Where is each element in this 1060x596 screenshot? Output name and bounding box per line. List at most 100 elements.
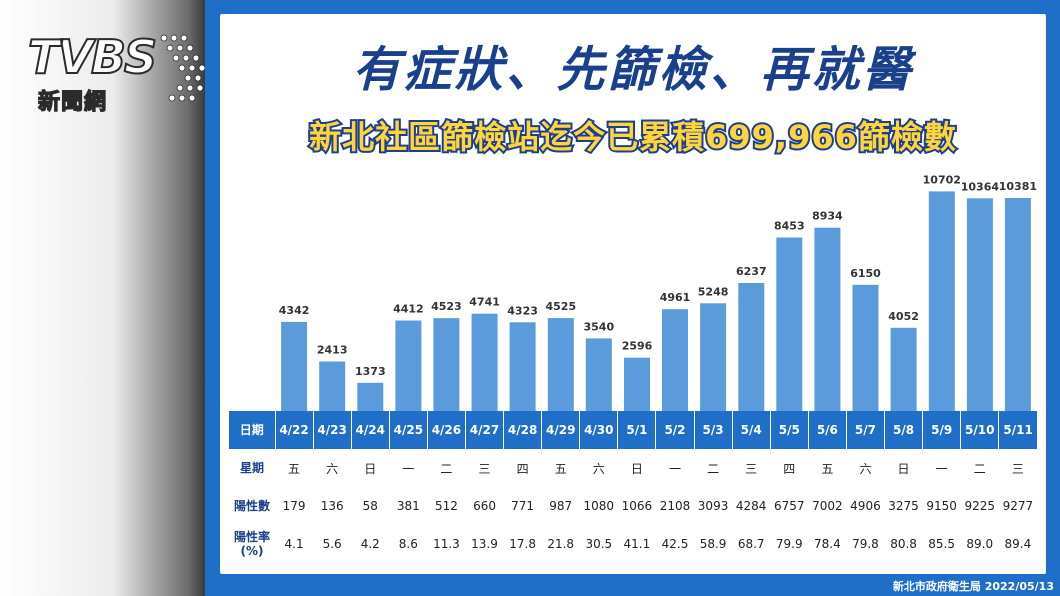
source-credit: 新北市政府衛生局 2022/05/13: [892, 580, 1054, 593]
date-cell: 5/3: [693, 411, 733, 449]
bar-value-label: 4961: [660, 291, 691, 304]
positive-cell: 179: [282, 499, 306, 513]
bar-value-label: 4412: [393, 303, 424, 316]
date-cell: 5/8: [883, 411, 923, 449]
bar-value-label: 2413: [317, 344, 348, 357]
bar-value-label: 3540: [583, 320, 614, 333]
date-cell: 5/10: [960, 411, 999, 449]
weekday-cell: 二: [973, 461, 986, 476]
weekday-cell: 日: [897, 461, 910, 476]
table-row-weekday: 星期 五 六 日 一 二 三 四 五 六 日 一 二 三 四 五 六 日 一 二 三: [229, 449, 1037, 487]
date-cell: 4/22: [274, 411, 314, 449]
bar-4/25: [395, 320, 422, 411]
rate-cell: 17.8: [509, 537, 536, 551]
rate-cell: 11.3: [433, 537, 460, 551]
header-positive: 陽性數: [233, 499, 270, 513]
positive-cell: 4284: [735, 499, 767, 513]
bar-5/6: [814, 227, 841, 411]
page-subtitle: 新北社區篩檢站迄今已累積699,966篩檢數: [307, 116, 958, 158]
positive-cell: 3275: [888, 499, 919, 513]
weekday-cell: 四: [783, 461, 796, 476]
bar-5/7: [852, 284, 879, 411]
date-cell: 4/30: [579, 411, 618, 449]
bar-value-label: 4525: [545, 300, 576, 313]
bar-value-label: 8453: [774, 220, 805, 233]
table-row-positive: 陽性數 179 136 58 381 512 660 771 987 1080 1066 2108 3…: [229, 487, 1037, 525]
bar-4/28: [509, 322, 536, 411]
bar-value-label: 8934: [812, 210, 843, 223]
weekday-cell: 六: [859, 461, 872, 476]
bar-5/3: [700, 303, 727, 411]
weekday-cell: 三: [478, 461, 491, 476]
positive-cell: 771: [511, 499, 535, 513]
chart-panel: [220, 14, 1046, 574]
rate-cell: 41.1: [623, 537, 651, 551]
bar-4/26: [433, 318, 460, 411]
header-weekday: 星期: [239, 461, 264, 475]
table-row-date: 日期 4/22 4/23 4/24 4/25 4/26 4/27 4/28 4/29 4/30 5…: [229, 411, 1037, 449]
weekday-cell: 五: [554, 461, 567, 476]
bar-5/5: [776, 237, 803, 411]
bar-5/4: [738, 283, 765, 411]
bar-value-label: 4052: [888, 310, 919, 323]
weekday-cell: 五: [288, 461, 301, 476]
bar-value-label: 10381: [999, 180, 1037, 193]
date-cell: 4/24: [350, 411, 390, 449]
rate-cell: 79.8: [852, 537, 879, 551]
positive-cell: 660: [473, 499, 496, 513]
rate-cell: 21.8: [547, 537, 575, 551]
weekday-cell: 日: [630, 461, 643, 476]
date-cell: 4/25: [388, 411, 428, 449]
rate-cell: 58.9: [699, 537, 727, 551]
weekday-cell: 三: [1011, 461, 1024, 476]
data-table: 日期 4/22 4/23 4/24 4/25 4/26 4/27 4/28 4/29 4/30 5…: [229, 411, 1037, 564]
bar-4/24: [357, 382, 384, 411]
positive-cell: 1080: [583, 499, 615, 513]
positive-cell: 2108: [659, 499, 691, 513]
rate-cell: 78.4: [814, 537, 841, 551]
weekday-cell: 二: [707, 461, 720, 476]
bar-5/11: [1004, 198, 1031, 411]
bar-value-label: 10702: [923, 173, 961, 186]
date-cell: 4/29: [541, 411, 580, 449]
weekday-cell: 一: [668, 461, 681, 476]
positive-cell: 1066: [621, 499, 653, 513]
bar-value-label: 4342: [279, 304, 310, 317]
date-cell: 4/23: [312, 411, 352, 449]
tvbs-logo: TVBS 新聞網: [22, 16, 212, 116]
bar-4/22: [281, 321, 308, 411]
date-cell: 4/26: [426, 411, 466, 449]
bar-5/10: [966, 198, 993, 411]
rate-cell: 85.5: [928, 537, 955, 551]
rate-cell: 13.9: [471, 537, 498, 551]
positive-cell: 3093: [697, 499, 729, 513]
date-cell: 5/5: [769, 411, 809, 449]
positive-cell: 512: [434, 499, 458, 513]
logo-dots-icon: [160, 34, 212, 102]
date-cell: 5/4: [731, 411, 771, 449]
date-cell: 5/11: [998, 411, 1037, 449]
date-cell: 5/7: [845, 411, 885, 449]
rate-cell: 5.6: [322, 537, 342, 551]
bar-4/23: [319, 361, 346, 411]
bar-value-label: 1373: [355, 365, 386, 378]
bar-value-label: 4323: [507, 304, 538, 317]
logo-sub-text: 新聞網: [37, 89, 108, 115]
positive-cell: 9225: [964, 499, 995, 513]
positive-cell: 4906: [850, 499, 881, 513]
table-row-rate: 陽性率 (%) 4.1 5.6 4.2 8.6 11.3 13.9 17.8 21.8 30.5 4…: [229, 525, 1037, 563]
weekday-cell: 六: [592, 461, 605, 476]
bar-value-label: 4523: [431, 300, 462, 313]
bar-value-label: 6150: [850, 267, 881, 280]
rate-cell: 89.0: [966, 537, 994, 551]
weekday-cell: 三: [745, 461, 758, 476]
positive-cell: 9150: [926, 499, 957, 513]
bar-5/1: [624, 357, 650, 411]
date-cell: 4/27: [464, 411, 504, 449]
rate-cell: 30.5: [585, 537, 613, 551]
page-title: 有症狀、先篩檢、再就醫: [352, 42, 914, 98]
weekday-cell: 一: [935, 461, 948, 476]
positive-cell: 987: [549, 499, 573, 513]
header-rate: 陽性率 (%): [233, 530, 270, 558]
